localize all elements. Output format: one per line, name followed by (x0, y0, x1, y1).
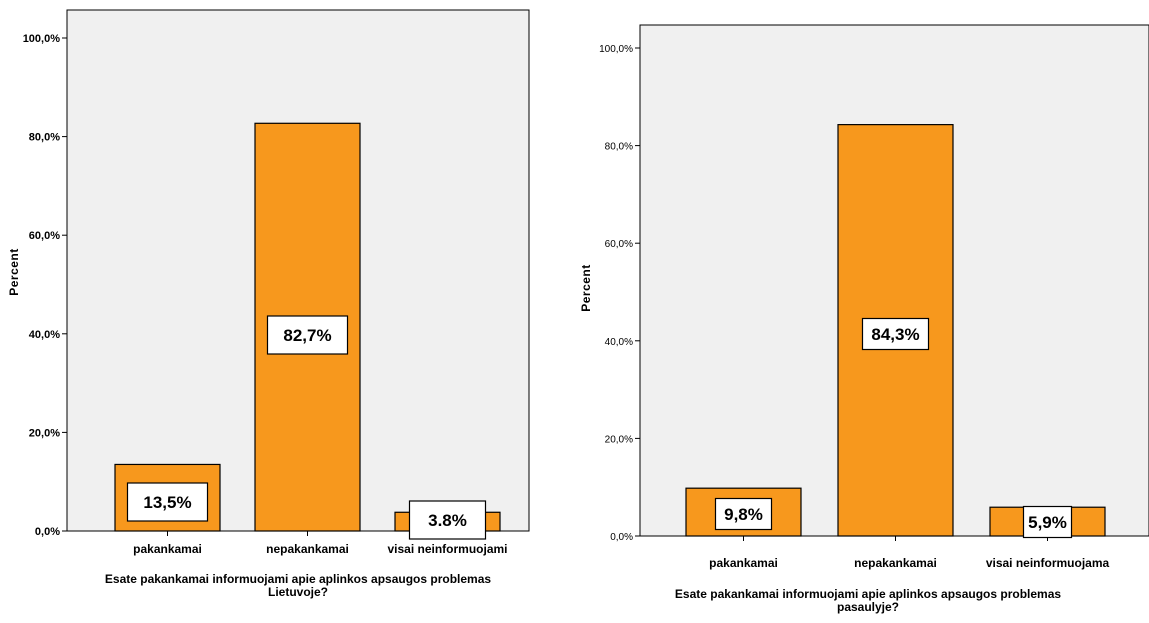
chart-right: 0,0% 20,0% 40,0% 60,0% 80,0% 100,0% pakankamai… (579, 24, 1149, 614)
y-tick-label: 40,0% (605, 337, 633, 348)
data-label-box (408, 500, 487, 540)
data-label: 84,3% (871, 325, 919, 344)
data-label: 9,8% (724, 505, 763, 524)
x-tick-label: pakankamai (709, 556, 778, 570)
x-tick-label: visai neinformuojami (387, 542, 507, 556)
y-tick-label: 100,0% (23, 33, 61, 45)
x-axis-title-line2: pasaulyje? (837, 600, 899, 614)
x-axis-title-line1: Esate pakankamai informuojami apie aplin… (105, 572, 491, 586)
y-tick-label: 60,0% (605, 239, 633, 250)
x-tick-label: visai neinformuojama (986, 556, 1110, 570)
data-label: 3.8% (428, 511, 467, 530)
y-tick-label: 40,0% (29, 329, 60, 341)
data-label-box (714, 497, 773, 531)
y-tick-label: 80,0% (29, 132, 60, 144)
y-tick-label: 100,0% (599, 44, 633, 55)
data-label: 13,5% (143, 493, 191, 512)
y-tick-label: 20,0% (605, 434, 633, 445)
x-axis-title-line1: Esate pakankamai informuojami apie aplin… (675, 587, 1061, 601)
x-tick-label: nepakankamai (854, 556, 937, 570)
x-tick-label: nepakankamai (266, 542, 349, 556)
data-label: 82,7% (283, 326, 331, 345)
y-tick-label: 60,0% (29, 230, 60, 242)
data-label-box (861, 317, 930, 351)
data-label-box (1022, 505, 1073, 539)
data-label-box (266, 315, 349, 355)
y-axis-title: Percent (579, 264, 593, 312)
y-tick-label: 0,0% (35, 526, 60, 538)
data-label: 5,9% (1028, 513, 1067, 532)
x-tick-label: pakankamai (133, 542, 202, 556)
y-axis-title: Percent (7, 248, 21, 296)
data-label-box (126, 482, 209, 522)
x-axis-title-line2: Lietuvoje? (268, 585, 328, 599)
y-tick-label: 80,0% (605, 142, 633, 153)
chart-left: 0,0% 20,0% 40,0% 60,0% 80,0% 100,0% pakankamai… (7, 9, 530, 599)
y-tick-label: 20,0% (29, 427, 60, 439)
y-tick-label: 0,0% (610, 532, 633, 543)
